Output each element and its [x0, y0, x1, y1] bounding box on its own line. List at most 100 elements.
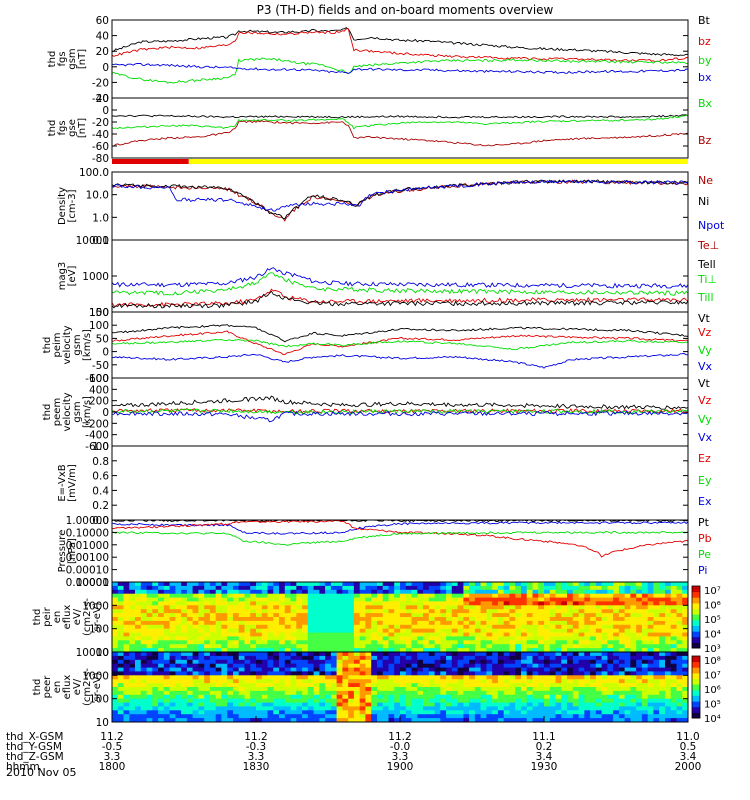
heatmap-cell — [544, 706, 551, 711]
heatmap-cell — [371, 632, 378, 637]
heatmap-cell — [567, 624, 574, 630]
heatmap-cell — [555, 675, 562, 680]
heatmap-cell — [359, 659, 366, 665]
heatmap-cell — [365, 582, 372, 587]
heatmap-cell — [330, 636, 338, 641]
colorbar-segment — [692, 661, 700, 668]
heatmap-cell — [682, 613, 689, 618]
heatmap-cell — [613, 628, 620, 634]
heatmap-cell — [474, 698, 482, 704]
heatmap-cell — [647, 597, 654, 602]
heatmap-cell — [521, 663, 528, 669]
heatmap-cell — [342, 609, 349, 614]
heatmap-cell — [503, 620, 510, 626]
heatmap-cell — [647, 605, 654, 610]
heatmap-cell — [584, 648, 591, 653]
heatmap-cell — [549, 671, 557, 676]
heatmap-cell — [371, 628, 378, 634]
heatmap-cell — [538, 648, 545, 653]
heatmap-cell — [158, 714, 165, 719]
heatmap-cell — [676, 636, 683, 641]
heatmap-cell — [198, 652, 205, 657]
heatmap-cell — [238, 652, 245, 657]
heatmap-cell — [123, 620, 130, 626]
heatmap-cell — [377, 582, 384, 587]
heatmap-cell — [607, 702, 614, 707]
heatmap-cell — [417, 718, 424, 723]
heatmap-cell — [521, 609, 528, 614]
heatmap-cell — [221, 718, 228, 723]
legend-entry: Vz — [698, 326, 712, 339]
heatmap-cell — [463, 671, 470, 676]
heatmap-cell — [279, 687, 286, 692]
heatmap-cell — [348, 694, 355, 700]
heatmap-cell — [446, 683, 453, 688]
heatmap-cell — [561, 597, 568, 602]
heatmap-cell — [451, 613, 459, 618]
heatmap-cell — [325, 671, 332, 676]
heatmap-cell — [405, 582, 413, 587]
heatmap-cell — [377, 628, 384, 634]
heatmap-cell — [561, 589, 568, 595]
heatmap-cell — [451, 585, 459, 591]
heatmap-cell — [567, 683, 574, 688]
heatmap-cell — [630, 624, 637, 630]
heatmap-cell — [423, 710, 430, 715]
heatmap-cell — [653, 687, 660, 692]
heatmap-cell — [613, 718, 620, 723]
series-fgs1-bz — [111, 28, 689, 63]
heatmap-cell — [659, 624, 666, 630]
heatmap-cell — [146, 706, 153, 711]
heatmap-cell — [572, 605, 580, 610]
heatmap-cell — [572, 585, 580, 591]
heatmap-cell — [181, 585, 188, 591]
heatmap-cell — [469, 636, 476, 641]
heatmap-cell — [630, 663, 637, 669]
heatmap-cell — [175, 601, 182, 606]
heatmap-cell — [486, 655, 493, 661]
heatmap-cell — [152, 636, 159, 641]
heatmap-cell — [198, 667, 205, 672]
heatmap-cell — [457, 698, 464, 704]
heatmap-cell — [428, 683, 436, 688]
heatmap-cell — [676, 706, 683, 711]
heatmap-cell — [325, 706, 332, 711]
heatmap-cell — [192, 655, 199, 661]
heatmap-cell — [423, 648, 430, 653]
heatmap-cell — [238, 644, 245, 649]
heatmap-cell — [296, 601, 303, 606]
heatmap-cell — [457, 659, 464, 665]
heatmap-cell — [492, 636, 499, 641]
heatmap-cell — [428, 609, 436, 614]
heatmap-cell — [503, 617, 510, 622]
heatmap-cell — [549, 698, 557, 704]
y-tick-label: 0.6 — [92, 471, 109, 483]
heatmap-cell — [400, 671, 407, 676]
heatmap-cell — [296, 687, 303, 692]
heatmap-cell — [215, 671, 222, 676]
heatmap-cell — [463, 585, 470, 591]
heatmap-cell — [474, 624, 482, 630]
heatmap-cell — [336, 702, 343, 707]
heatmap-cell — [146, 687, 153, 692]
heatmap-cell — [284, 624, 292, 630]
heatmap-cell — [313, 593, 320, 599]
heatmap-cell — [192, 652, 199, 657]
heatmap-cell — [607, 694, 614, 700]
heatmap-cell — [440, 683, 447, 688]
heatmap-cell — [290, 609, 297, 614]
heatmap-cell — [474, 589, 482, 595]
heatmap-cell — [388, 702, 395, 707]
heatmap-cell — [267, 609, 274, 614]
heatmap-cell — [342, 624, 349, 630]
heatmap-cell — [135, 605, 142, 610]
heatmap-cell — [618, 667, 626, 672]
heatmap-cell — [198, 683, 205, 688]
heatmap-cell — [181, 683, 188, 688]
heatmap-cell — [204, 620, 211, 626]
heatmap-cell — [112, 605, 119, 610]
heatmap-cell — [595, 702, 603, 707]
heatmap-cell — [601, 582, 608, 587]
series-peim_velocity-Vy — [111, 338, 689, 351]
heatmap-cell — [163, 679, 171, 684]
